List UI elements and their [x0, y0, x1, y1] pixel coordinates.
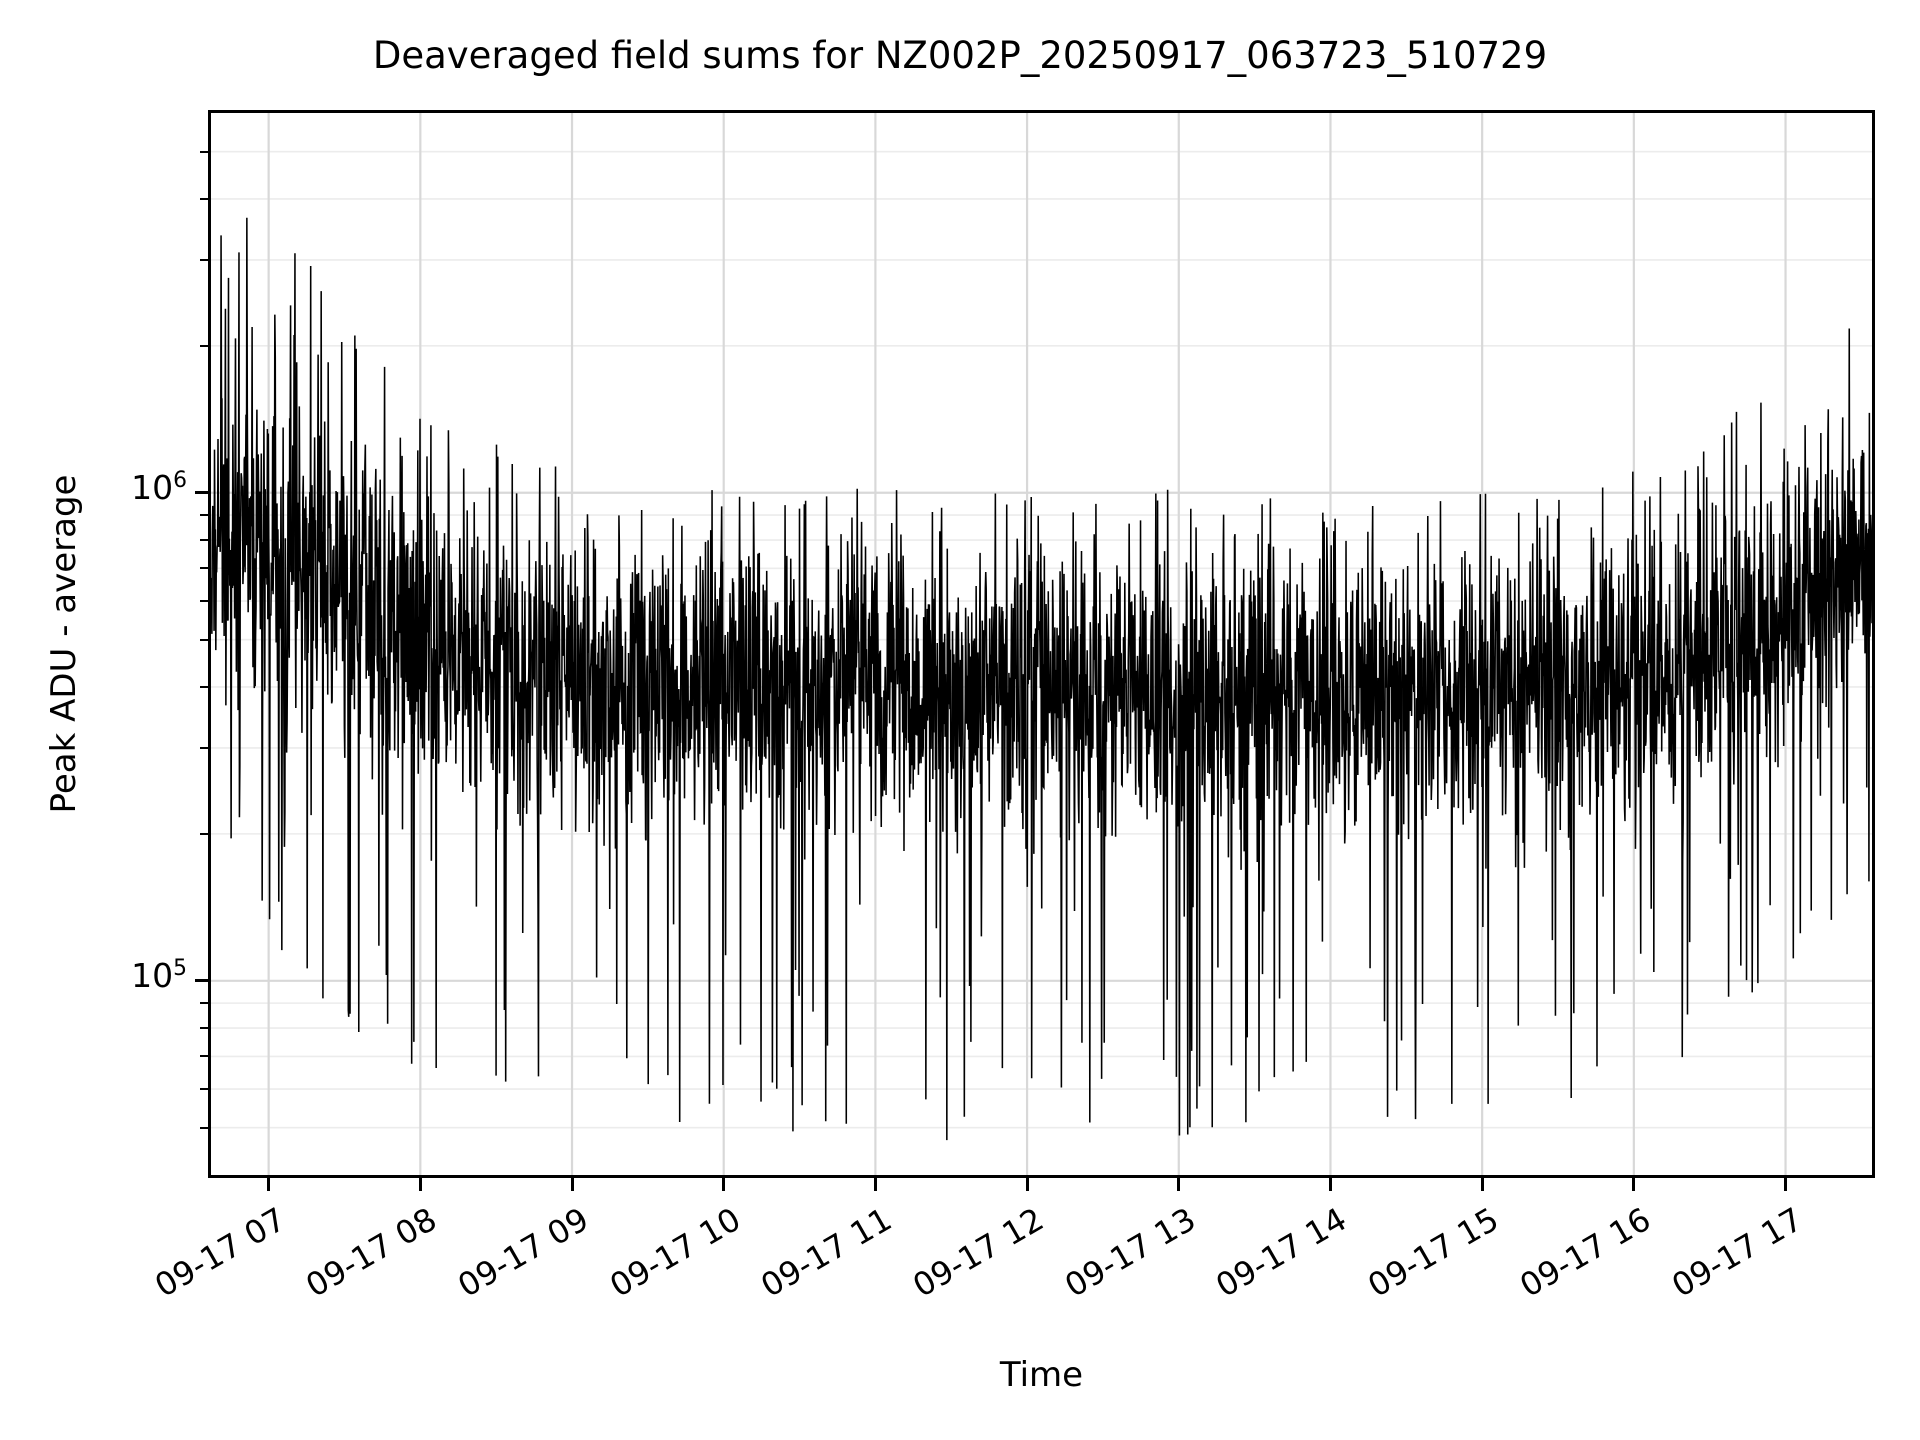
plot-area [208, 110, 1875, 1178]
y-tick-mark-minor [200, 258, 208, 261]
x-tick-mark [1025, 1178, 1029, 1191]
y-tick-label: 106 [131, 467, 187, 507]
y-tick-mark-minor [200, 1126, 208, 1129]
x-tick-mark [1784, 1178, 1788, 1191]
x-axis-label: Time [999, 1355, 1084, 1395]
y-tick-mark-minor [200, 638, 208, 641]
x-tick-mark [1632, 1178, 1636, 1191]
y-tick-mark-minor [200, 344, 208, 347]
y-tick-mark-minor [200, 1088, 208, 1091]
data-series-group [211, 217, 1872, 1141]
y-tick-mark-minor [200, 746, 208, 749]
y-tick-mark-minor [200, 685, 208, 688]
x-tick-mark [267, 1178, 271, 1191]
page-title: Deaveraged field sums for NZ002P_2025091… [372, 34, 1548, 77]
y-tick-mark-major [195, 979, 208, 983]
y-tick-mark-minor [200, 197, 208, 200]
y-tick-mark-minor [200, 150, 208, 153]
y-tick-mark-minor [200, 1027, 208, 1030]
x-tick-mark [418, 1178, 422, 1191]
x-tick-mark [1328, 1178, 1332, 1191]
x-tick-mark [1177, 1178, 1181, 1191]
y-tick-mark-minor [200, 567, 208, 570]
y-tick-mark-minor [200, 832, 208, 835]
x-tick-mark [722, 1178, 726, 1191]
x-tick-mark [1480, 1178, 1484, 1191]
x-tick-mark [570, 1178, 574, 1191]
y-tick-mark-minor [200, 514, 208, 517]
x-tick-mark [873, 1178, 877, 1191]
y-tick-mark-minor [200, 539, 208, 542]
y-tick-mark-minor [200, 1055, 208, 1058]
series-line-peak-adu [211, 217, 1872, 1141]
y-tick-mark-major [195, 491, 208, 495]
y-axis-label: Peak ADU - average [44, 474, 84, 814]
y-tick-label: 105 [131, 955, 187, 995]
plot-canvas [211, 113, 1872, 1175]
y-tick-mark-minor [200, 1002, 208, 1005]
y-tick-mark-minor [200, 600, 208, 603]
